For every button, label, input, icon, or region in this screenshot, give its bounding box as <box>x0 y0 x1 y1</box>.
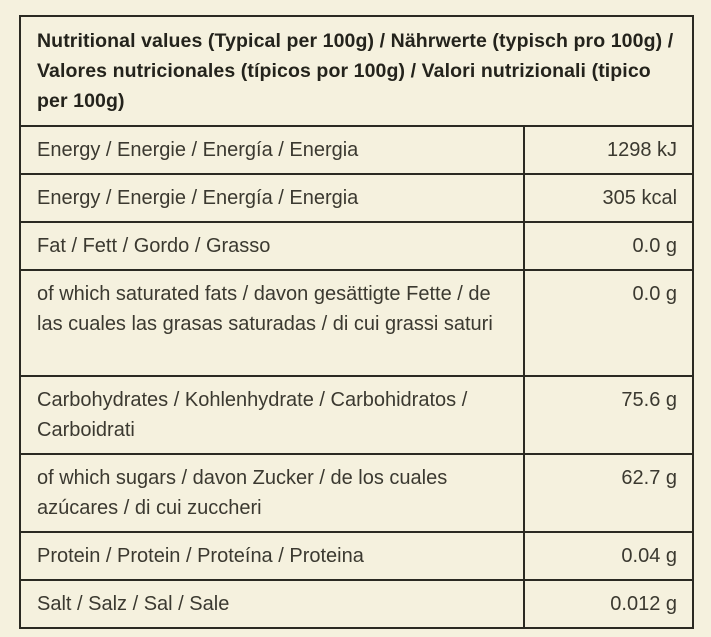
nutrient-label: Energy / Energie / Energía / Energia <box>19 173 525 223</box>
nutrient-label: Protein / Protein / Proteína / Proteina <box>19 531 525 581</box>
table-row-carbohydrates: Carbohydrates / Kohlenhydrate / Carbohid… <box>19 375 695 455</box>
table-row-energy-kcal: Energy / Energie / Energía / Energia 305… <box>19 173 695 223</box>
table-row-salt: Salt / Salz / Sal / Sale 0.012 g <box>19 579 695 629</box>
nutrient-value: 62.7 g <box>522 453 695 533</box>
nutrient-value: 0.0 g <box>522 269 695 377</box>
table-title: Nutritional values (Typical per 100g) / … <box>18 15 695 127</box>
table-row-energy-kj: Energy / Energie / Energía / Energia 129… <box>19 125 695 175</box>
nutrient-value: 75.6 g <box>522 375 695 455</box>
nutrient-label: Energy / Energie / Energía / Energia <box>19 125 525 175</box>
table-row-fat: Fat / Fett / Gordo / Grasso 0.0 g <box>19 221 695 271</box>
nutrition-table: Nutritional values (Typical per 100g) / … <box>18 15 695 629</box>
nutrient-value: 305 kcal <box>522 173 695 223</box>
nutrient-label: Fat / Fett / Gordo / Grasso <box>19 221 525 271</box>
nutrient-label: Salt / Salz / Sal / Sale <box>19 579 525 629</box>
table-row-saturated-fats: of which saturated fats / davon gesättig… <box>19 269 695 377</box>
table-header-row: Nutritional values (Typical per 100g) / … <box>18 15 695 127</box>
nutrient-label: of which sugars / davon Zucker / de los … <box>19 453 525 533</box>
nutrient-value: 0.04 g <box>522 531 695 581</box>
nutrient-value: 0.0 g <box>522 221 695 271</box>
nutrient-value: 0.012 g <box>522 579 695 629</box>
nutrient-label: of which saturated fats / davon gesättig… <box>19 269 525 377</box>
table-row-protein: Protein / Protein / Proteína / Proteina … <box>19 531 695 581</box>
nutrition-label: Nutritional values (Typical per 100g) / … <box>18 15 695 629</box>
table-row-sugars: of which sugars / davon Zucker / de los … <box>19 453 695 533</box>
nutrient-label: Carbohydrates / Kohlenhydrate / Carbohid… <box>19 375 525 455</box>
nutrient-value: 1298 kJ <box>522 125 695 175</box>
